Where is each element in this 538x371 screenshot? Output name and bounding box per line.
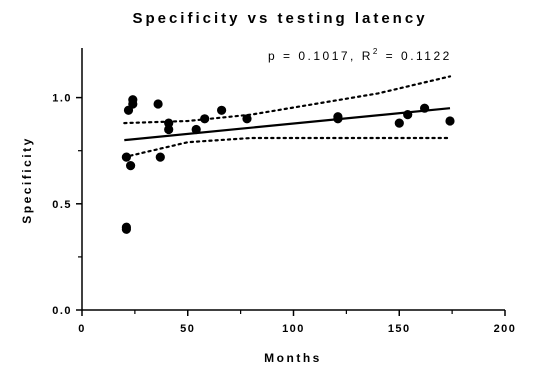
chart-title: Specificity vs testing latency bbox=[132, 10, 427, 27]
data-point bbox=[126, 161, 136, 171]
data-point bbox=[242, 114, 252, 124]
stats-annotation-superscript: 2 bbox=[373, 47, 380, 56]
regression-line bbox=[124, 107, 451, 142]
confidence-band-lower bbox=[123, 136, 452, 159]
x-tick-label: 0 bbox=[78, 323, 86, 335]
x-tick-label: 150 bbox=[388, 323, 411, 335]
y-axis-ticks: 0.0 0.5 1.0 bbox=[52, 93, 82, 317]
data-point bbox=[200, 114, 210, 124]
x-axis-label: Months bbox=[264, 351, 322, 365]
data-point bbox=[191, 124, 201, 135]
data-point bbox=[121, 222, 131, 232]
data-point bbox=[164, 118, 174, 128]
y-tick-label: 0.0 bbox=[52, 305, 72, 317]
stats-annotation: p = 0.1017, R2 = 0.1122 bbox=[268, 47, 452, 63]
data-point bbox=[153, 99, 163, 109]
y-tick-label: 1.0 bbox=[52, 93, 72, 105]
data-point bbox=[155, 152, 165, 162]
y-tick-label: 0.5 bbox=[52, 199, 72, 211]
x-tick-label: 200 bbox=[494, 323, 517, 335]
data-point bbox=[420, 103, 430, 113]
data-point bbox=[217, 105, 227, 115]
data-point bbox=[333, 112, 343, 122]
data-point bbox=[121, 152, 131, 162]
data-point bbox=[128, 95, 138, 105]
plot-area bbox=[121, 75, 455, 234]
confidence-band-upper bbox=[123, 75, 452, 125]
data-point bbox=[445, 116, 455, 126]
data-point bbox=[164, 124, 174, 135]
stats-annotation-main: p = 0.1017, R bbox=[268, 49, 373, 63]
x-tick-label: 50 bbox=[180, 323, 195, 335]
data-point bbox=[394, 118, 404, 128]
x-tick-label: 100 bbox=[282, 323, 305, 335]
y-axis-label: Specificity bbox=[20, 136, 34, 224]
x-axis-ticks: 0 50 100 150 200 bbox=[78, 310, 517, 335]
stats-annotation-value: = 0.1122 bbox=[380, 49, 452, 63]
data-point bbox=[403, 110, 413, 120]
